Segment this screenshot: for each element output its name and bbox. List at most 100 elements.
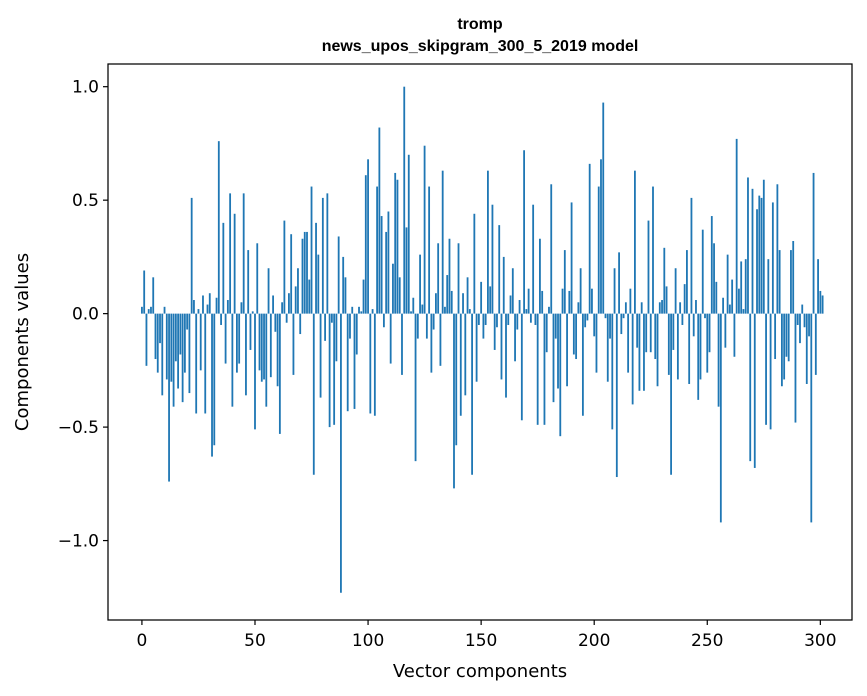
bar [534,313,537,325]
bar [373,313,376,416]
bar [511,268,514,314]
bar [143,270,146,314]
bar [249,313,252,350]
bar [401,313,403,375]
bar [159,313,161,344]
bar [464,313,467,396]
bar [145,313,148,366]
bar [665,286,668,314]
bar [362,279,365,314]
bar [278,313,281,434]
bar [380,216,383,314]
bar [611,313,614,430]
bar [360,311,363,314]
bar [206,304,209,314]
bar [787,313,790,362]
bar [561,288,564,314]
bar [398,277,401,314]
bar [294,286,297,314]
bar [663,247,666,314]
bar [792,241,795,314]
bar [634,170,636,314]
bar [242,193,245,314]
bar [498,225,501,314]
bar [319,313,322,398]
y-tick-label: −1.0 [58,532,99,552]
bar [396,179,399,314]
bar [774,313,777,360]
bar [407,154,410,314]
bar [181,313,184,403]
bar [636,313,639,348]
bar [783,313,786,380]
bar [548,306,550,314]
bar [459,313,462,416]
bar [505,313,507,398]
bar [213,313,216,446]
bar [801,304,804,314]
bar [392,263,394,314]
bar [179,313,182,355]
bar [645,313,648,353]
bar [435,293,437,314]
bar [638,313,641,391]
bar [423,145,426,314]
bar [672,313,675,350]
bar [245,313,247,396]
bar [529,313,532,323]
bar [328,313,331,428]
bar [688,313,691,384]
bar [586,313,589,321]
bar [471,313,473,475]
bar [446,275,449,314]
bar [147,309,150,314]
bar [215,297,218,314]
bar [466,277,469,314]
bar [403,86,406,314]
bar [385,231,388,314]
bar [536,313,539,425]
bar [722,297,725,314]
bar [572,313,575,355]
bar [615,313,618,478]
bar [713,243,715,314]
bar [631,313,634,405]
bar [267,268,270,314]
bar [697,313,700,400]
bar [251,311,254,314]
bar [487,170,489,314]
bar [559,313,562,437]
bar [355,313,358,355]
y-tick-label: −0.5 [58,418,99,438]
bar [428,186,431,314]
bar [627,313,630,373]
bar [520,313,523,421]
bar [190,197,193,314]
bar [762,179,765,314]
bar [658,302,661,314]
bar [172,313,175,407]
bar [597,186,600,314]
bar [654,313,657,360]
bar [152,277,155,314]
bar [541,290,544,314]
bar [419,254,421,314]
bar [188,313,191,394]
bar [539,238,541,314]
bar [817,259,819,314]
x-tick-label: 150 [465,631,497,651]
bar [799,313,801,344]
bar [509,295,512,314]
bar [735,138,738,314]
bar [186,313,189,330]
bar [260,313,263,382]
bar [595,313,598,373]
bar [563,250,566,314]
bar [421,304,424,314]
bar [656,313,659,387]
bar [767,259,770,314]
bar [742,309,745,314]
bar [744,259,747,314]
bar [414,313,417,462]
bar [161,313,164,396]
